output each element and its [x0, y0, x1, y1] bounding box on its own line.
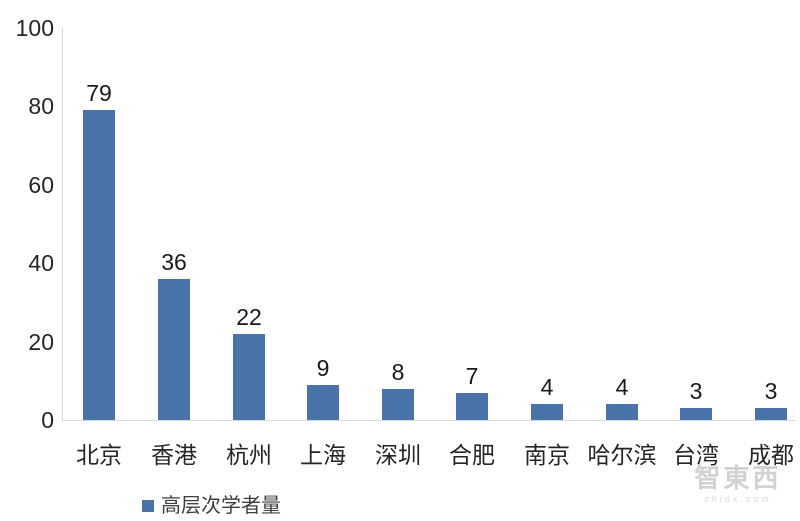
bar-value-label-0: 79	[86, 80, 112, 106]
x-category-label-8: 台湾	[673, 442, 719, 468]
chart-legend: 高层次学者量	[142, 495, 281, 517]
x-category-label-2: 杭州	[226, 442, 272, 468]
bar-value-label-3: 9	[316, 355, 330, 381]
bar-value-label-4: 8	[391, 359, 405, 385]
watermark-logo: 智東西	[694, 463, 782, 493]
bar-value-label-1: 36	[161, 249, 187, 275]
watermark: 智東西 zhidx.com	[686, 463, 790, 504]
x-category-label-0: 北京	[76, 442, 122, 468]
x-category-label-3: 上海	[300, 442, 346, 468]
x-category-label-5: 合肥	[449, 442, 495, 468]
bar-value-label-8: 3	[689, 378, 703, 404]
y-axis-line	[62, 28, 63, 421]
bar-value-label-2: 22	[236, 304, 262, 330]
bar-value-label-7: 4	[615, 374, 629, 400]
x-category-label-4: 深圳	[375, 442, 421, 468]
bar-0	[83, 110, 115, 420]
bar-8	[680, 408, 712, 420]
y-tick-label-20: 20	[28, 328, 54, 355]
bar-5	[456, 393, 488, 420]
bar-6	[531, 404, 563, 420]
bar-value-label-5: 7	[465, 363, 479, 389]
bar-1	[158, 279, 190, 420]
y-tick-label-100: 100	[15, 15, 54, 41]
legend-swatch	[142, 500, 154, 512]
bar-2	[233, 334, 265, 420]
bar-9	[755, 408, 787, 420]
x-category-label-9: 成都	[748, 442, 794, 468]
x-category-label-1: 香港	[151, 442, 197, 468]
bar-value-label-6: 4	[540, 374, 554, 400]
y-tick-label-60: 60	[28, 171, 54, 198]
y-tick-label-80: 80	[28, 93, 54, 120]
bar-value-label-9: 3	[764, 378, 778, 404]
legend-label: 高层次学者量	[161, 495, 281, 517]
x-category-label-7: 哈尔滨	[587, 442, 657, 468]
y-tick-label-40: 40	[28, 250, 54, 277]
watermark-domain: zhidx.com	[704, 494, 772, 504]
bar-4	[382, 389, 414, 420]
x-category-label-6: 南京	[524, 442, 570, 468]
bar-7	[606, 404, 638, 420]
bar-3	[307, 385, 339, 420]
y-tick-label-0: 0	[41, 407, 54, 433]
x-axis-line	[62, 420, 795, 421]
